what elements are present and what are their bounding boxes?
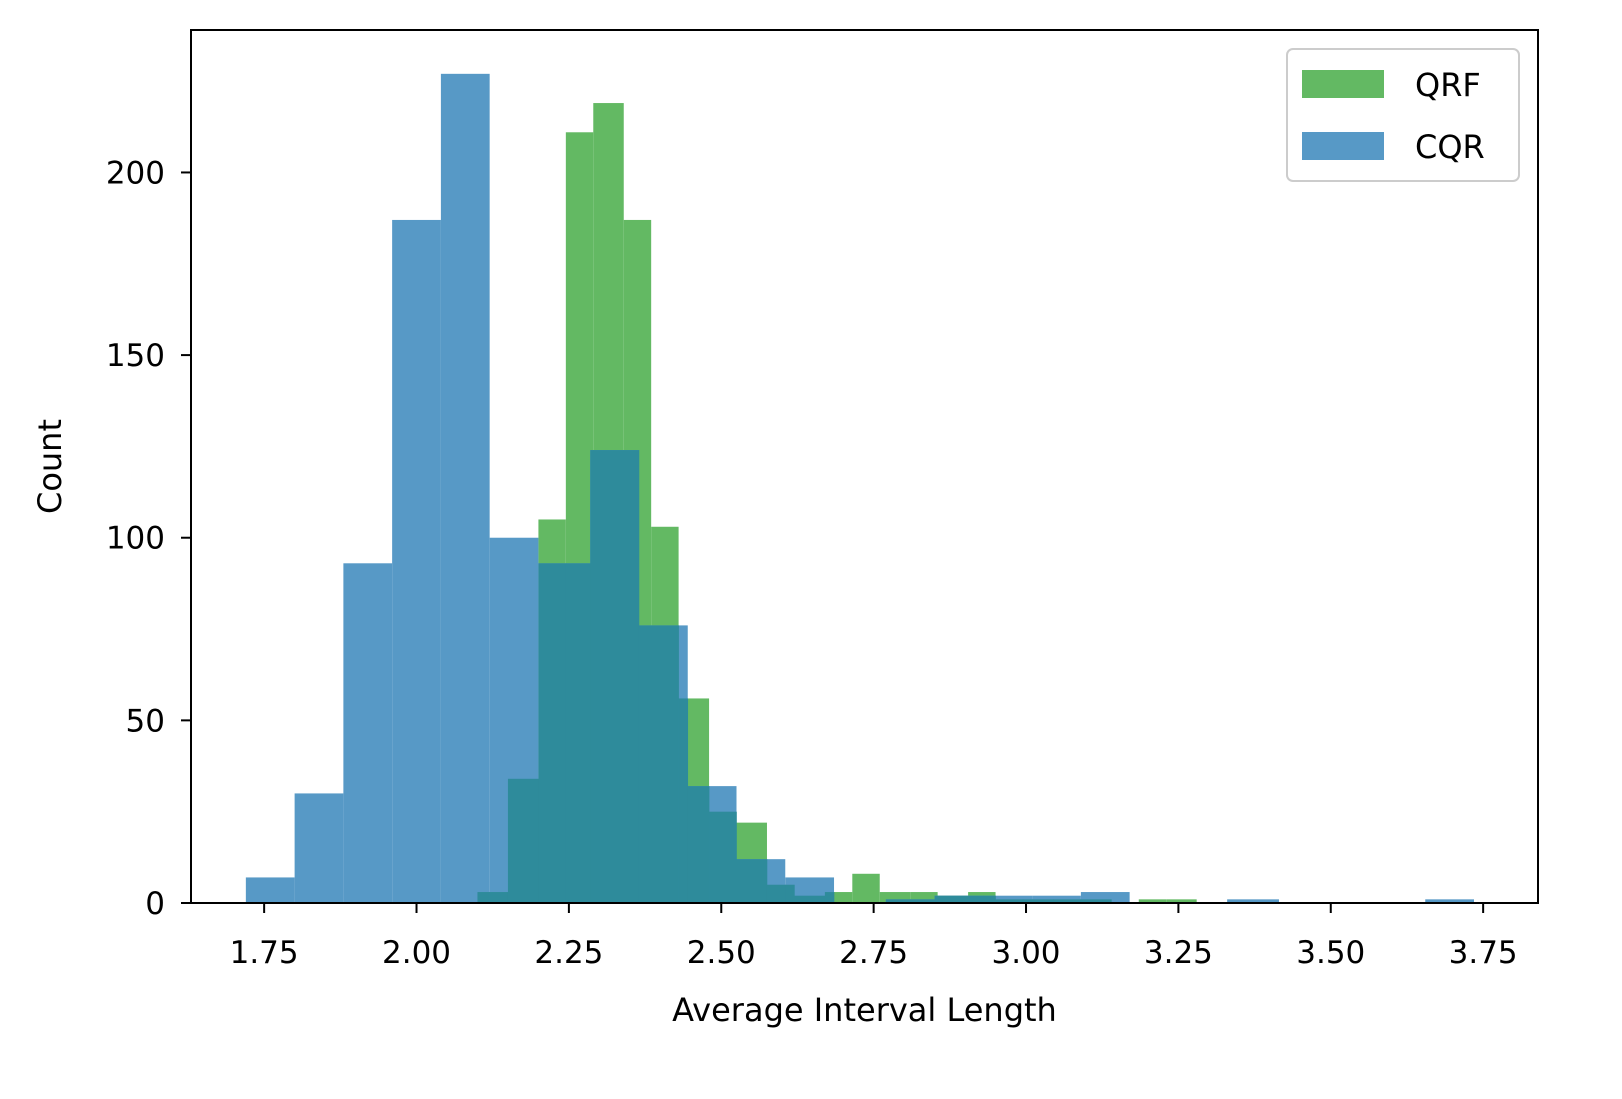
overlap-bar-2: [507, 778, 539, 903]
legend: QRF CQR: [1286, 48, 1520, 182]
y-tick-label: 0: [145, 886, 165, 922]
bar-cqr-3: [392, 219, 441, 904]
overlap-bar-5: [590, 450, 594, 903]
overlap-bar-26: [1032, 899, 1054, 903]
x-tick-label: 3.00: [992, 935, 1061, 971]
x-tick-label: 2.00: [382, 935, 451, 971]
overlap-bar-15: [785, 884, 795, 903]
overlap-bar-3: [538, 563, 567, 903]
legend-swatch-cqr: [1302, 132, 1384, 160]
x-tick-label: 1.75: [230, 935, 299, 971]
overlap-bar-8: [638, 625, 652, 903]
x-tick-label: 3.75: [1449, 935, 1518, 971]
overlap-bar-24: [995, 899, 1024, 903]
overlap-bar-19: [910, 899, 935, 903]
overlap-bar-25: [1022, 899, 1033, 903]
y-tick-label: 200: [106, 155, 165, 191]
series-cqr-bars: [245, 73, 1475, 904]
x-tick-label: 2.50: [687, 935, 756, 971]
overlap-bar-18: [885, 899, 911, 903]
bars-layer: [245, 73, 1475, 904]
x-tick-label: 3.50: [1296, 935, 1365, 971]
overlap-bar-10: [678, 698, 689, 903]
overlap-bar-13: [736, 859, 768, 903]
overlap-bar-0: [477, 892, 490, 903]
y-tick-label: 100: [106, 521, 165, 557]
bar-cqr-1: [294, 793, 344, 903]
overlap-bar-27: [1053, 899, 1082, 903]
overlap-bar-7: [623, 450, 640, 903]
overlap-bar-28: [1080, 899, 1112, 903]
overlap-bar-1: [489, 892, 509, 903]
x-tick-label: 2.25: [534, 935, 603, 971]
overlap-bar-12: [709, 811, 737, 903]
bar-cqr-0: [245, 877, 295, 903]
bar-qrf-23: [1138, 899, 1167, 903]
overlap-bar-9: [651, 625, 679, 903]
bar-qrf-24: [1166, 899, 1197, 903]
bar-cqr-2: [343, 563, 393, 903]
y-tick-label: 150: [106, 338, 165, 374]
overlap-bar-11: [687, 786, 710, 903]
overlap-bar-22: [968, 895, 984, 903]
legend-items: QRF CQR: [1302, 66, 1485, 166]
x-axis-ticks: 1.75 2.00 2.25 2.50 2.75 3.00 3.25 3.50 3.75: [230, 903, 1518, 971]
legend-swatch-qrf: [1302, 70, 1384, 98]
y-axis-ticks: 0 50 100 150 200: [106, 155, 191, 922]
x-tick-label: 3.25: [1144, 935, 1213, 971]
bar-cqr-20: [1227, 899, 1279, 903]
x-tick-label: 2.75: [839, 935, 908, 971]
legend-label-qrf: QRF: [1415, 66, 1481, 104]
overlap-bar-17: [824, 892, 835, 903]
overlap-bar-21: [937, 895, 969, 903]
overlap-bar-20: [934, 895, 938, 903]
bar-cqr-4: [440, 73, 490, 903]
overlap-bars: [477, 450, 1112, 903]
bar-qrf-15: [910, 892, 938, 903]
overlap-bar-4: [565, 563, 591, 903]
bar-cqr-24: [1425, 899, 1475, 903]
y-axis-label: Count: [31, 419, 69, 514]
overlap-bar-6: [593, 450, 625, 903]
plot-frame: [190, 29, 1539, 904]
bar-qrf-12: [824, 892, 853, 903]
legend-label-cqr: CQR: [1415, 128, 1485, 166]
overlap-bar-16: [794, 895, 826, 903]
bar-qrf-14: [879, 892, 911, 903]
axes-layer: [190, 29, 1539, 904]
bar-cqr-17: [1080, 892, 1130, 903]
bar-qrf-13: [852, 873, 880, 903]
overlap-bar-14: [766, 884, 786, 903]
overlap-bar-23: [983, 895, 996, 903]
x-axis-label: Average Interval Length: [672, 991, 1057, 1029]
y-tick-label: 50: [126, 703, 165, 739]
